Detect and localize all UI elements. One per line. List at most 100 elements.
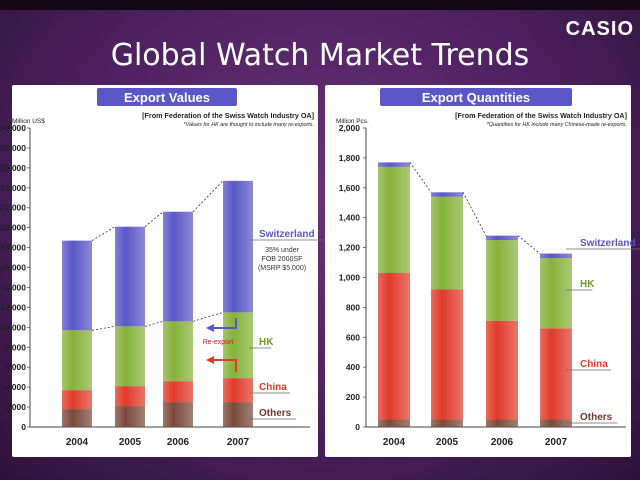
x-tick-label: 2004	[66, 437, 89, 448]
y-axis-label: Million US$	[12, 118, 45, 125]
y-tick-label: 26,000	[0, 163, 26, 173]
bar-china-2004	[62, 390, 92, 410]
bar-hk-2005	[115, 326, 145, 387]
bar-switzerland-2006	[163, 211, 193, 322]
x-tick-label: 2005	[119, 437, 142, 448]
series-label-hk: HK	[259, 337, 274, 348]
slide-title: Global Watch Market Trends	[110, 38, 530, 73]
x-tick-label: 2007	[545, 437, 568, 448]
y-tick-label: 1,200	[339, 243, 361, 253]
panel-header	[380, 88, 572, 106]
x-tick-label: 2007	[227, 437, 250, 448]
hk-connector	[192, 312, 224, 322]
total-connector	[517, 235, 541, 254]
y-tick-label: 600	[346, 332, 360, 342]
bar-hk-2007	[540, 258, 572, 329]
brand-logo: CASIO	[565, 18, 634, 40]
y-tick-label: 12,000	[0, 302, 26, 312]
top-strip	[0, 0, 640, 10]
series-label-others: Others	[259, 408, 292, 419]
bar-switzerland-2006	[486, 235, 518, 241]
chart-source: [From Federation of the Swiss Watch Indu…	[142, 111, 314, 120]
x-tick-label: 2005	[436, 437, 459, 448]
bar-china-2004	[378, 273, 410, 420]
bar-switzerland-2005	[431, 192, 463, 197]
series-label-others: Others	[580, 412, 613, 423]
hk-connector	[144, 320, 164, 327]
annotation-fob: FOB 2000SF	[262, 256, 303, 263]
chart-note: *Values for HK are thought to include ma…	[184, 122, 314, 128]
bar-others-2006	[163, 402, 193, 427]
y-axis-label: Million Pcs.	[336, 118, 369, 125]
reexport-arrowhead-blue	[206, 324, 214, 332]
y-tick-label: 400	[346, 362, 360, 372]
y-tick-label: 1,800	[339, 153, 361, 163]
series-label-hk: HK	[580, 279, 595, 290]
y-tick-label: 10,000	[0, 322, 26, 332]
series-label-china: China	[259, 382, 287, 393]
series-label-switzerland: Switzerland	[259, 229, 315, 240]
bar-others-2007	[223, 402, 253, 427]
bar-others-2005	[431, 419, 463, 427]
bar-others-2006	[486, 419, 518, 427]
bar-hk-2004	[378, 166, 410, 274]
reexport-arrow-red	[212, 359, 237, 372]
total-connector	[91, 226, 116, 241]
y-tick-label: 24,000	[0, 183, 26, 193]
chart-title: Export Quantities	[422, 90, 530, 105]
annotation-share: 35% under	[265, 247, 300, 254]
y-tick-label: 1,600	[339, 183, 361, 193]
bar-hk-2007	[223, 312, 253, 379]
y-tick-label: 16,000	[0, 263, 26, 273]
bar-others-2007	[540, 419, 572, 427]
bar-china-2005	[115, 386, 145, 407]
series-label-china: China	[580, 359, 608, 370]
y-tick-label: 20,000	[0, 223, 26, 233]
y-tick-label: 0	[355, 422, 360, 432]
chart-title: Export Values	[124, 90, 210, 105]
bar-hk-2005	[431, 196, 463, 290]
bar-hk-2004	[62, 330, 92, 391]
reexport-arrowhead-red	[206, 356, 214, 364]
bar-china-2006	[486, 320, 518, 420]
bar-others-2005	[115, 406, 145, 427]
annotation-msrp: (MSRP $5,000)	[258, 265, 306, 272]
panel-background	[325, 85, 631, 457]
bar-others-2004	[62, 409, 92, 427]
bar-china-2007	[540, 328, 572, 420]
bar-switzerland-2004	[62, 240, 92, 331]
y-tick-label: 4,000	[5, 382, 27, 392]
x-tick-label: 2006	[167, 437, 190, 448]
bar-china-2006	[163, 381, 193, 403]
y-tick-label: 18,000	[0, 243, 26, 253]
y-tick-label: 0	[21, 422, 26, 432]
x-tick-label: 2004	[383, 437, 406, 448]
chart-panel-2: Export Quantities [From Federation of the…	[325, 85, 640, 457]
bar-switzerland-2004	[378, 162, 410, 167]
bar-china-2005	[431, 289, 463, 420]
annotation-reexport: Re-export	[203, 339, 234, 346]
bar-china-2007	[223, 378, 253, 403]
x-tick-label: 2006	[491, 437, 514, 448]
bar-switzerland-2007	[540, 253, 572, 259]
y-tick-label: 1,400	[339, 213, 361, 223]
chart-source: [From Federation of the Swiss Watch Indu…	[455, 111, 627, 120]
y-tick-label: 800	[346, 302, 360, 312]
y-tick-label: 8,000	[5, 342, 27, 352]
y-tick-label: 200	[346, 392, 360, 402]
series-label-switzerland: Switzerland	[580, 238, 636, 249]
chart-panel-1: Export Values [From Federation of the Swi…	[0, 85, 328, 457]
bar-hk-2006	[163, 321, 193, 382]
bar-hk-2006	[486, 240, 518, 321]
y-tick-label: 2,000	[5, 402, 27, 412]
total-connector	[192, 180, 224, 212]
panel-header	[97, 88, 237, 106]
y-tick-label: 28,000	[0, 143, 26, 153]
y-tick-label: 22,000	[0, 203, 26, 213]
chart-note: *Quantities for HK include many Chinese-…	[487, 122, 627, 128]
bar-switzerland-2005	[115, 226, 145, 327]
reexport-arrow-blue	[212, 318, 237, 329]
y-tick-label: 14,000	[0, 282, 26, 292]
